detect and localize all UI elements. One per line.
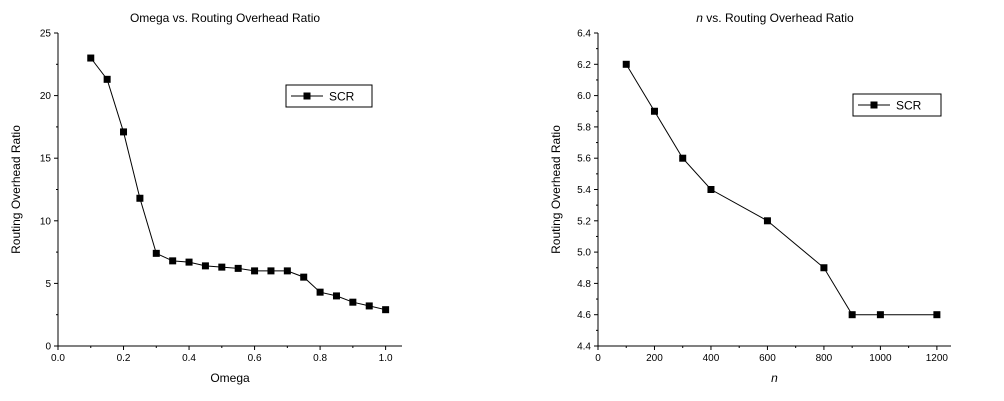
x-tick-label: 0.6 — [248, 353, 262, 364]
legend-label: SCR — [896, 99, 922, 113]
y-tick-label: 15 — [40, 154, 52, 165]
legend: SCR — [285, 84, 373, 108]
x-tick-label: 400 — [703, 353, 720, 364]
x-tick-label: 800 — [816, 353, 833, 364]
data-point — [365, 302, 373, 310]
y-tick-label: 5.2 — [577, 216, 591, 227]
data-point — [332, 292, 340, 300]
x-tick-label: 0.2 — [117, 353, 131, 364]
data-point — [267, 267, 275, 275]
y-tick-label: 4.8 — [577, 279, 591, 290]
data-point — [933, 311, 941, 319]
data-point — [650, 107, 658, 115]
data-point — [103, 75, 111, 83]
legend: SCR — [852, 93, 942, 117]
data-point — [87, 54, 95, 62]
data-point — [152, 249, 160, 257]
y-tick-label: 10 — [40, 216, 52, 227]
x-tick-label: 0 — [595, 353, 601, 364]
y-tick-label: 6.4 — [577, 29, 591, 40]
chart-title: n vs. Routing Overhead Ratio — [696, 11, 854, 25]
x-tick-label: 1000 — [869, 353, 892, 364]
y-tick-label: 5.4 — [577, 185, 591, 196]
data-point — [848, 311, 856, 319]
y-tick-label: 5.8 — [577, 122, 591, 133]
chart-title: Omega vs. Routing Overhead Ratio — [130, 11, 320, 25]
y-tick-label: 5.6 — [577, 154, 591, 165]
chart-title-part: Omega vs. Routing Overhead Ratio — [130, 11, 320, 25]
y-axis-label: Routing Overhead Ratio — [9, 125, 23, 254]
data-point — [169, 257, 177, 265]
x-tick-label: 200 — [646, 353, 663, 364]
y-tick-label: 6.2 — [577, 60, 591, 71]
y-tick-label: 6.0 — [577, 91, 591, 102]
y-tick-label: 20 — [40, 91, 52, 102]
y-axis-label: Routing Overhead Ratio — [549, 125, 563, 254]
legend-label: SCR — [329, 90, 355, 104]
y-tick-label: 5.0 — [577, 248, 591, 259]
legend-marker — [303, 92, 311, 100]
x-tick-label: 1.0 — [379, 353, 393, 364]
data-point — [707, 186, 715, 193]
data-point — [234, 264, 242, 272]
x-tick-label: 600 — [759, 353, 776, 364]
legend-marker — [870, 101, 878, 109]
x-tick-label: 0.8 — [313, 353, 327, 364]
data-point — [201, 262, 209, 270]
y-tick-label: 0 — [45, 342, 51, 353]
data-point — [349, 298, 357, 306]
chart-title-part: n — [696, 11, 703, 25]
legend-box — [285, 84, 373, 108]
x-axis-label: Omega — [210, 371, 250, 385]
chart-omega: Omega vs. Routing Overhead Ratio 0.0 0.2 0.… — [9, 11, 402, 385]
data-point — [120, 128, 128, 136]
data-point — [763, 217, 771, 225]
data-point — [679, 154, 687, 162]
chart-n: n vs. Routing Overhead Ratio 0 200 400 600 80… — [549, 11, 951, 385]
data-point — [283, 267, 291, 275]
data-point — [185, 258, 193, 266]
data-point — [820, 264, 828, 272]
data-point — [316, 288, 324, 296]
data-point — [136, 194, 144, 202]
data-point — [622, 60, 630, 68]
data-point — [876, 311, 884, 319]
x-tick-label: 0.4 — [182, 353, 196, 364]
x-tick-label: 0.0 — [51, 353, 65, 364]
x-tick-label: 1200 — [926, 353, 949, 364]
y-tick-label: 4.4 — [577, 342, 591, 353]
y-tick-label: 4.6 — [577, 310, 591, 321]
data-point — [218, 263, 226, 271]
data-point — [382, 306, 390, 314]
legend-box — [852, 93, 942, 117]
data-point — [251, 267, 259, 275]
x-axis-label: n — [771, 371, 778, 385]
data-point — [300, 273, 308, 281]
y-tick-label: 25 — [40, 29, 52, 40]
chart-title-part: vs. Routing Overhead Ratio — [703, 11, 854, 25]
y-tick-label: 5 — [45, 279, 51, 290]
